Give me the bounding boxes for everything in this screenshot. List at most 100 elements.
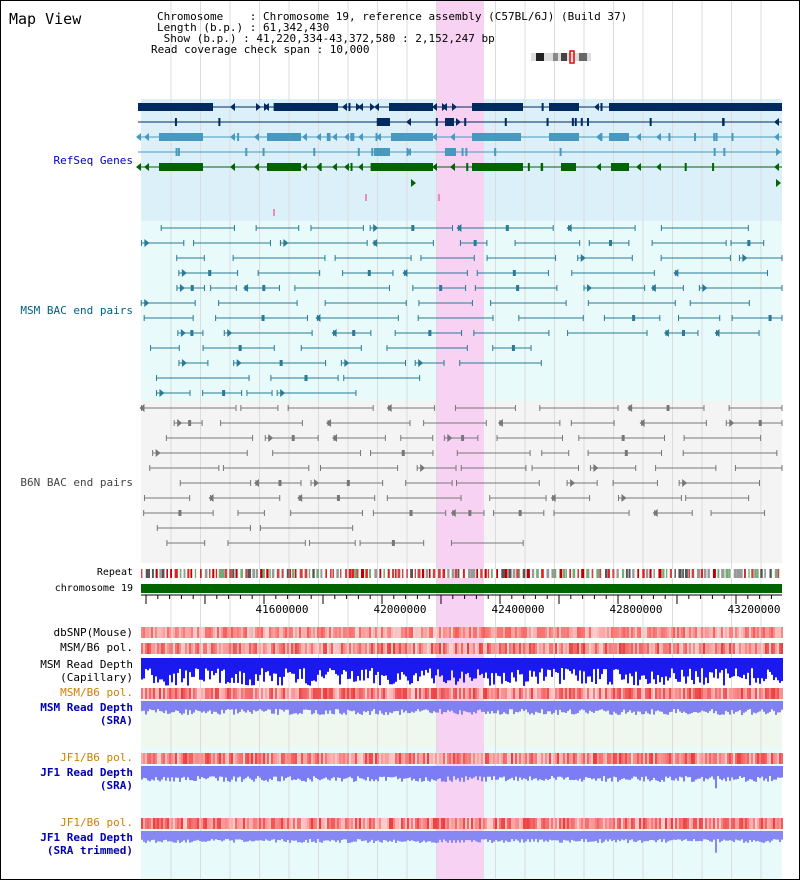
track-label-chromosome[interactable]: chromosome 19: [54, 583, 133, 594]
heat-cell: [227, 627, 229, 638]
heat-cell: [575, 818, 577, 829]
heat-cell: [403, 818, 405, 829]
heat-cell: [383, 688, 385, 699]
gene-exon: [138, 103, 213, 111]
heat-cell: [307, 643, 309, 654]
track-label-msm-read-depth-sra[interactable]: MSM Read Depth: [40, 701, 133, 714]
track-label-jf1-read-depth-trimmed[interactable]: JF1 Read Depth: [40, 831, 133, 844]
heat-cell: [165, 753, 167, 764]
heat-cell: [171, 627, 173, 638]
axis-tick-label: 41600000: [255, 603, 309, 616]
jf1-sra-depth-bar: [365, 766, 367, 781]
track-label-repeat[interactable]: Repeat: [96, 567, 133, 578]
jf1-sra-depth-bar: [383, 766, 385, 777]
msm-sra-depth-bar: [579, 701, 581, 711]
heat-cell: [483, 688, 485, 699]
msm-capillary-depth-bar: [713, 658, 715, 678]
track-label-jf1-read-depth-sra[interactable]: JF1 Read Depth: [40, 766, 133, 779]
heat-cell: [443, 627, 445, 638]
heat-cell: [433, 818, 435, 829]
heat-cell: [159, 688, 161, 699]
msm-capillary-depth-bar: [535, 658, 537, 677]
heat-cell: [671, 627, 673, 638]
heat-cell: [641, 643, 643, 654]
heat-cell: [343, 818, 345, 829]
heat-cell: [543, 818, 545, 829]
track-label-msm-b6-pol-2[interactable]: MSM/B6 pol.: [60, 686, 133, 699]
heat-cell: [551, 818, 553, 829]
track-label-dbsnp[interactable]: dbSNP(Mouse): [53, 626, 133, 639]
heat-cell: [513, 627, 515, 638]
heat-cell: [157, 688, 159, 699]
track-label-jf1-b6-pol-2[interactable]: JF1/B6 pol.: [60, 816, 133, 829]
jf1-trimmed-depth-bar: [201, 831, 203, 842]
heat-cell: [449, 627, 451, 638]
msm-sra-depth-bar: [637, 701, 639, 712]
msm-bac-arrow: [372, 239, 378, 247]
msm-capillary-depth-bar: [593, 658, 595, 670]
msm-bac-marker: [681, 330, 685, 336]
heat-cell: [401, 688, 403, 699]
msm-capillary-depth-bar: [329, 658, 331, 669]
jf1-trimmed-depth-bar: [421, 831, 423, 843]
msm-capillary-depth-bar: [485, 658, 487, 673]
heat-cell: [161, 627, 163, 638]
msm-sra-depth-bar: [665, 701, 667, 715]
track-label-b6n-bac-end-pairs[interactable]: B6N BAC end pairs: [20, 476, 133, 489]
track-label-msm-bac-end-pairs[interactable]: MSM BAC end pairs: [20, 304, 133, 317]
heat-cell: [189, 627, 191, 638]
heat-cell: [643, 627, 645, 638]
heat-cell: [559, 818, 561, 829]
msm-capillary-depth-bar: [345, 658, 347, 672]
msm-sra-depth-bar: [499, 701, 501, 715]
heat-cell: [609, 688, 611, 699]
heat-cell: [275, 643, 277, 654]
msm-capillary-depth-bar: [513, 658, 515, 678]
jf1-trimmed-depth-bar: [505, 831, 507, 841]
heat-cell: [273, 753, 275, 764]
heat-cell: [227, 643, 229, 654]
repeat-element: [170, 569, 172, 578]
heat-cell: [169, 627, 171, 638]
heat-cell: [557, 688, 559, 699]
msm-sra-depth-bar: [723, 701, 725, 715]
heat-cell: [513, 818, 515, 829]
track-label-msm-b6-pol-1[interactable]: MSM/B6 pol.: [60, 641, 133, 654]
heat-cell: [743, 753, 745, 764]
heat-cell: [339, 643, 341, 654]
heat-cell: [777, 643, 779, 654]
jf1-sra-depth-bar: [507, 766, 509, 780]
heat-cell: [299, 627, 301, 638]
heat-cell: [599, 643, 601, 654]
ideogram-band: [553, 53, 558, 61]
msm-sra-depth-bar: [389, 701, 391, 713]
heat-cell: [331, 627, 333, 638]
msm-capillary-depth-bar: [757, 658, 759, 678]
jf1-sra-depth-bar: [669, 766, 671, 777]
jf1-sra-depth-bar: [595, 766, 597, 781]
heat-cell: [339, 627, 341, 638]
heat-cell: [707, 753, 709, 764]
track-label-refseq-genes[interactable]: RefSeq Genes: [53, 154, 133, 167]
msm-sra-depth-bar: [641, 701, 643, 715]
jf1-trimmed-depth-bar: [671, 831, 673, 841]
heat-cell: [583, 627, 585, 638]
heat-cell: [661, 688, 663, 699]
repeat-element: [572, 569, 576, 578]
heat-cell: [499, 818, 501, 829]
repeat-element: [281, 569, 284, 578]
jf1-trimmed-depth-bar: [617, 831, 619, 840]
heat-cell: [247, 643, 249, 654]
jf1-sra-depth-bar: [237, 766, 239, 778]
track-label-jf1-b6-pol-1[interactable]: JF1/B6 pol.: [60, 751, 133, 764]
track-label-msm-read-depth-capillary[interactable]: MSM Read Depth: [40, 658, 133, 671]
repeat-element: [266, 569, 269, 578]
jf1-trimmed-depth-bar: [403, 831, 405, 842]
msm-capillary-depth-bar: [501, 658, 503, 684]
msm-sra-depth-bar: [677, 701, 679, 710]
heat-cell: [407, 643, 409, 654]
msm-capillary-depth-bar: [727, 658, 729, 674]
msm-sra-depth-bar: [141, 701, 143, 712]
heat-cell: [659, 688, 661, 699]
